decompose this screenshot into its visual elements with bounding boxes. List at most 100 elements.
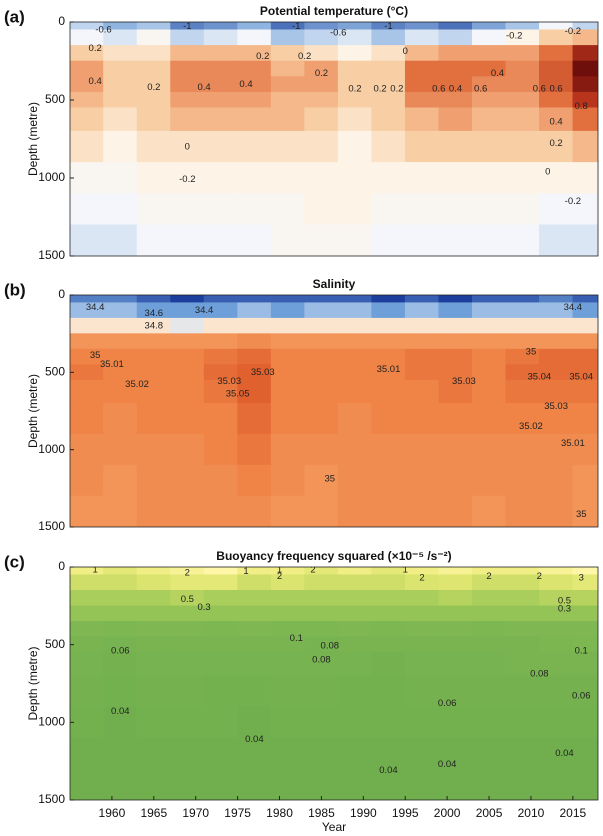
contour-label: -0.2	[565, 26, 581, 37]
field-cell	[304, 130, 339, 163]
field-cell	[539, 590, 574, 607]
x-tick-label: 1980	[266, 806, 293, 820]
field-cell	[438, 91, 473, 109]
contour-label: 35	[576, 509, 587, 520]
field-cell	[304, 224, 339, 256]
field-cell	[404, 130, 440, 163]
field-cell	[471, 652, 507, 677]
field-cell	[371, 317, 406, 334]
field-cell	[70, 76, 104, 93]
field-cell	[371, 364, 406, 381]
y-tick-label: 1500	[38, 248, 65, 262]
field-cell	[505, 162, 540, 194]
field-cell	[404, 464, 440, 497]
field-cell	[103, 402, 138, 435]
contour-label: 0.6	[432, 84, 445, 95]
field-cell	[404, 45, 440, 62]
field-cell	[505, 224, 540, 256]
field-cell	[237, 295, 272, 304]
field-cell	[170, 130, 205, 163]
field-cell	[203, 45, 238, 62]
contour-label: 34.4	[195, 305, 214, 316]
field-cell	[337, 621, 373, 638]
field-cell	[471, 162, 507, 194]
field-cell	[371, 379, 406, 404]
field-cell	[572, 737, 598, 770]
field-cell	[203, 76, 238, 93]
x-tick-label: 2000	[434, 806, 461, 820]
field-cell	[438, 224, 473, 256]
field-cell	[304, 621, 339, 638]
field-cell	[170, 590, 205, 607]
contour-label: 35.01	[100, 359, 124, 370]
field-cell	[170, 768, 205, 800]
field-cell	[371, 433, 406, 466]
contour-label: -0.2	[565, 196, 581, 207]
contour-label: 0.04	[438, 759, 457, 770]
field-cell	[438, 193, 473, 226]
field-cell	[337, 402, 373, 435]
field-cell	[404, 567, 440, 576]
field-cell	[304, 675, 339, 708]
field-cell	[304, 295, 339, 304]
field-cell	[270, 295, 305, 304]
field-cell	[505, 348, 540, 365]
field-cell	[103, 768, 138, 800]
field-cell	[438, 107, 473, 132]
x-tick-label: 1970	[182, 806, 209, 820]
field-cell	[304, 60, 339, 77]
field-cell	[438, 636, 473, 653]
field-cell	[270, 567, 305, 576]
contour-label: -0.6	[330, 27, 346, 38]
field-cell	[103, 574, 138, 591]
panel-label: (b)	[4, 280, 26, 299]
field-cell	[337, 605, 373, 622]
field-cell	[170, 317, 205, 334]
field-cell	[337, 22, 373, 31]
contour-label: 0.2	[298, 51, 311, 62]
field-cell	[371, 768, 406, 800]
contour-label: 1	[277, 565, 282, 576]
field-cell	[371, 464, 406, 497]
field-cell	[237, 91, 272, 109]
field-cell	[337, 302, 373, 319]
field-cell	[539, 45, 574, 62]
field-cell	[203, 224, 238, 256]
contour-label: 2	[537, 571, 542, 582]
field-cell	[337, 737, 373, 770]
field-cell	[572, 768, 598, 800]
field-cell	[572, 652, 598, 677]
field-cell	[505, 91, 540, 109]
field-cell	[270, 193, 305, 226]
contour-label: 0.06	[438, 698, 457, 709]
field-cell	[270, 706, 305, 739]
field-cell	[539, 621, 574, 638]
plot-frame	[69, 294, 599, 528]
field-cell	[237, 224, 272, 256]
field-cell	[572, 295, 598, 304]
field-cell	[337, 567, 373, 576]
contour-label: 1	[243, 566, 248, 577]
field-cell	[371, 402, 406, 435]
contour-label: 1	[403, 565, 408, 576]
field-cell	[304, 574, 339, 591]
field-cell	[103, 621, 138, 638]
field-cell	[203, 590, 238, 607]
field-cell	[170, 295, 205, 304]
field-cell	[304, 193, 339, 226]
field-cell	[136, 768, 171, 800]
field-cell	[505, 495, 540, 527]
field-cell	[70, 464, 104, 497]
contour-label: 34.8	[145, 320, 164, 331]
field-cell	[304, 737, 339, 770]
field-cell	[136, 162, 171, 194]
field-cell	[103, 706, 138, 739]
field-cell	[70, 590, 104, 607]
field-cell	[471, 91, 507, 109]
field-cell	[70, 348, 104, 365]
field-cell	[572, 706, 598, 739]
field-cell	[70, 130, 104, 163]
field-cell	[170, 29, 205, 46]
field-cell	[270, 621, 305, 638]
